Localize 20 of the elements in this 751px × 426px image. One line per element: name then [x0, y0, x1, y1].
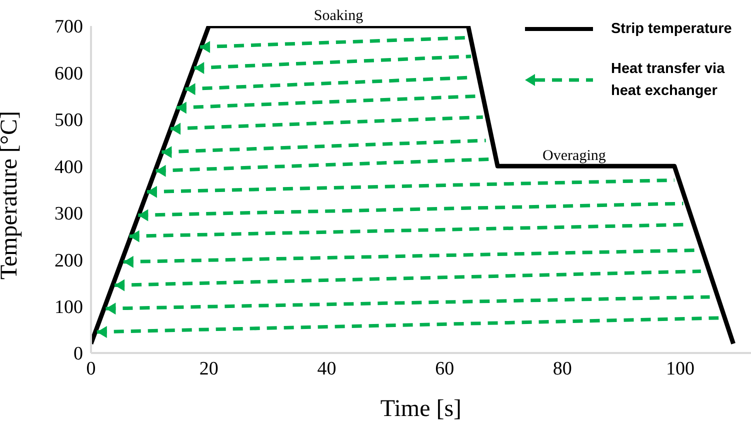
y-tick-label: 200 — [54, 250, 83, 272]
y-tick-label: 600 — [54, 63, 83, 84]
legend-label: Strip temperature — [611, 20, 733, 39]
annotation: Soaking — [314, 8, 364, 24]
y-tick-label: 700 — [54, 16, 83, 38]
annotation: Overaging — [542, 148, 606, 164]
y-tick-label: 0 — [74, 344, 83, 365]
x-tick-label: 0 — [86, 358, 96, 380]
y-tick-label: 500 — [54, 110, 83, 132]
x-tick-label: 20 — [199, 358, 218, 380]
x-axis-title: Time [s] — [380, 396, 462, 422]
x-tick-label: 40 — [317, 358, 336, 380]
y-axis-title: Temperature [°C] — [0, 110, 23, 280]
x-tick-label: 60 — [435, 358, 454, 380]
y-tick-label: 100 — [54, 297, 83, 318]
y-tick-label: 400 — [54, 156, 83, 178]
y-tick-label: 300 — [54, 204, 83, 225]
legend-label: Heat transfer via heat exchanger — [611, 60, 726, 101]
x-tick-label: 80 — [552, 358, 572, 380]
x-tick-label: 100 — [666, 358, 695, 380]
